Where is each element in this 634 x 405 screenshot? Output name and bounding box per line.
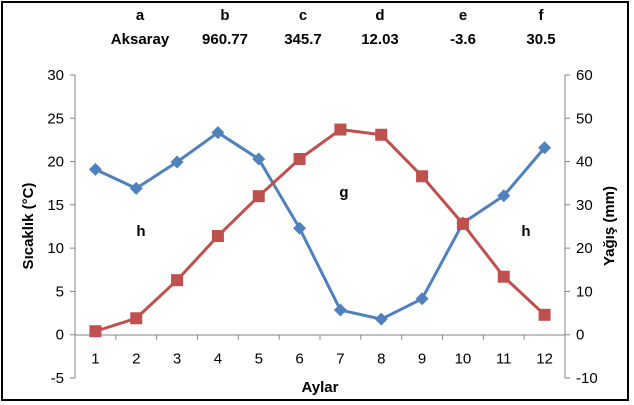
square-point [293, 152, 306, 165]
header-value-c: 345.7 [284, 31, 322, 48]
square-point [334, 123, 347, 136]
header-letter-a: a [136, 7, 145, 24]
x-tick-label: 2 [132, 351, 140, 368]
square-point [456, 217, 469, 230]
header-letter-b: b [220, 7, 229, 24]
diamond-point [88, 162, 102, 176]
x-tick-label: 3 [173, 351, 181, 368]
left-tick-label: 10 [47, 240, 64, 257]
x-axis-ticks: 1 2 3 4 5 6 7 8 9 10 11 12 [74, 334, 566, 368]
right-tick-label: 40 [576, 154, 593, 171]
x-tick-label: 7 [336, 351, 344, 368]
square-point [497, 270, 510, 283]
square-point [211, 230, 224, 243]
square-point [375, 128, 388, 141]
header-value-d: 12.03 [361, 31, 399, 48]
diamond-point [415, 292, 429, 306]
square-point [171, 274, 184, 287]
square-point [252, 190, 265, 203]
x-tick-label: 9 [418, 351, 426, 368]
square-point [416, 170, 429, 183]
left-tick-label: 25 [47, 110, 64, 127]
left-tick-label: 30 [47, 67, 64, 84]
x-tick-label: 10 [455, 351, 472, 368]
header-station: Aksaray [111, 31, 170, 48]
x-tick-label: 4 [214, 351, 222, 368]
right-tick-label: 0 [576, 327, 584, 344]
left-tick-label: 5 [56, 283, 64, 300]
right-tick-label: -10 [576, 370, 598, 387]
right-tick-label: 10 [576, 283, 593, 300]
right-axis-label: Yağış (mm) [601, 186, 618, 266]
header-letter-d: d [375, 7, 384, 24]
header-letter-c: c [299, 7, 307, 24]
x-tick-label: 5 [255, 351, 263, 368]
diamond-point [374, 312, 388, 326]
axes [74, 75, 566, 378]
diamond-point [211, 126, 225, 140]
series-line-square [94, 128, 546, 333]
header-table: a b c d e f Aksaray 960.77 345.7 12.03 -… [111, 7, 556, 48]
left-tick-label: -5 [51, 370, 64, 387]
series-layer [88, 123, 552, 338]
diamond-point [170, 155, 184, 169]
header-value-f: 30.5 [526, 31, 555, 48]
x-tick-label: 1 [91, 351, 99, 368]
x-tick-label: 6 [295, 351, 303, 368]
diamond-point [333, 303, 347, 317]
right-tick-label: 50 [576, 110, 593, 127]
series-line-diamond [94, 131, 546, 321]
right-tick-label: 30 [576, 197, 593, 214]
square-point [538, 308, 551, 321]
x-tick-label: 8 [377, 351, 385, 368]
square-point [89, 325, 102, 338]
left-tick-label: 15 [47, 197, 64, 214]
chart-frame [1, 1, 629, 401]
x-tick-label: 12 [536, 351, 553, 368]
diamond-point [129, 181, 143, 195]
diamond-point [293, 221, 307, 235]
header-letter-e: e [459, 7, 467, 24]
x-tick-label: 11 [496, 351, 512, 368]
annotation-g: g [339, 184, 348, 201]
annotation-h-right: h [521, 223, 530, 240]
x-axis-label: Aylar [302, 379, 339, 396]
annotation-h-left: h [136, 223, 145, 240]
diamond-point [252, 152, 266, 166]
left-tick-label: 20 [47, 154, 64, 171]
left-axis-ticks: -5 0 5 10 15 20 25 30 [47, 67, 75, 387]
header-value-e: -3.6 [450, 31, 476, 48]
header-value-b: 960.77 [202, 31, 248, 48]
header-letter-f: f [539, 7, 545, 24]
right-tick-label: 60 [576, 67, 593, 84]
right-axis-ticks: -10 0 10 20 30 40 50 60 [565, 67, 598, 387]
square-point [130, 312, 143, 325]
diamond-point [497, 189, 511, 203]
left-axis-label: Sıcaklık (°C) [20, 183, 37, 270]
right-tick-label: 20 [576, 240, 593, 257]
diamond-point [538, 141, 552, 155]
left-tick-label: 0 [56, 327, 64, 344]
